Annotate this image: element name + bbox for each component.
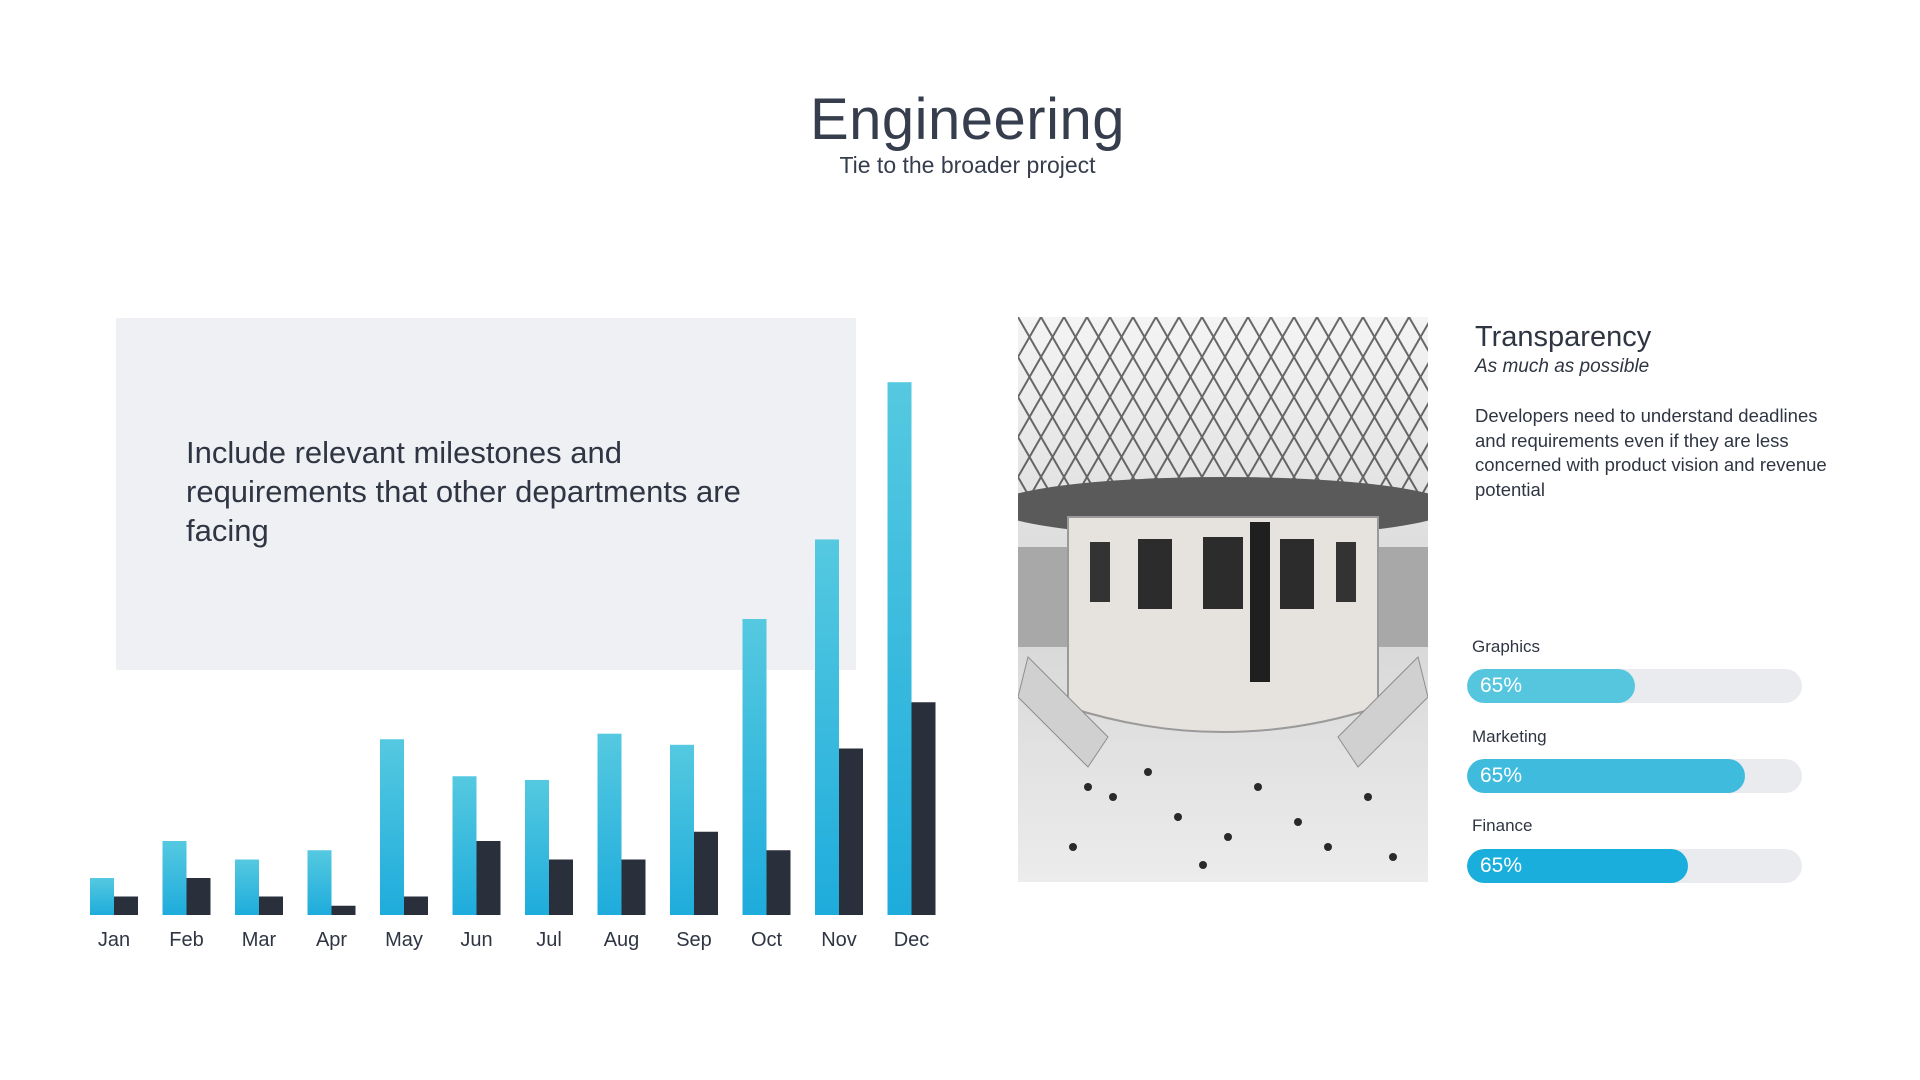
side-title: Transparency xyxy=(1475,321,1652,353)
library-atrium-photo-icon xyxy=(1018,317,1428,882)
monthly-bar-chart: Jan Feb Mar Apr May Jun Jul Aug Sep Oct Nov Dec xyxy=(90,382,936,951)
x-tick-mar: Mar xyxy=(242,929,277,951)
page-title: Engineering xyxy=(809,87,1126,152)
progress-label-marketing: Marketing xyxy=(1472,727,1547,746)
x-tick-feb: Feb xyxy=(169,929,203,951)
x-tick-aug: Aug xyxy=(604,929,640,951)
bar-primary-jul xyxy=(525,779,549,915)
x-tick-jan: Jan xyxy=(98,929,130,951)
x-tick-jul: Jul xyxy=(536,929,562,951)
bar-secondary-mar xyxy=(259,896,283,915)
bar-secondary-feb xyxy=(186,878,211,915)
x-tick-dec: Dec xyxy=(894,929,930,951)
progress-value-marketing: 65% xyxy=(1480,764,1523,787)
progress-fill-finance: 65% xyxy=(1467,849,1689,883)
atrium-photo xyxy=(1018,317,1428,882)
page-subtitle: Tie to the broader project xyxy=(839,152,1096,178)
callout-text: Include relevant milestones and requirem… xyxy=(186,435,741,548)
progress-label-finance: Finance xyxy=(1472,816,1533,835)
x-tick-jun: Jun xyxy=(460,929,492,951)
bar-secondary-sep xyxy=(694,831,718,915)
x-tick-oct: Oct xyxy=(751,929,783,951)
bar-secondary-jan xyxy=(114,896,138,915)
bar-primary-nov xyxy=(815,539,839,915)
bar-secondary-apr xyxy=(331,905,356,915)
x-tick-may: May xyxy=(385,929,423,951)
bar-secondary-nov xyxy=(839,748,863,915)
x-tick-nov: Nov xyxy=(821,929,857,951)
side-subtitle: As much as possible xyxy=(1475,356,1650,377)
progress-value-finance: 65% xyxy=(1480,854,1523,877)
callout-box xyxy=(116,318,856,670)
progress-label-graphics: Graphics xyxy=(1472,637,1541,656)
bar-secondary-oct xyxy=(766,850,791,915)
bar-secondary-dec xyxy=(911,702,936,915)
bar-secondary-jul xyxy=(549,859,573,915)
bar-primary-jan xyxy=(90,878,114,915)
progress-track-graphics: 65% xyxy=(1467,669,1802,703)
bar-primary-sep xyxy=(670,744,694,915)
bar-primary-aug xyxy=(597,733,622,915)
progress-track-finance: 65% xyxy=(1467,849,1802,883)
bar-primary-oct xyxy=(742,619,767,915)
progress-value-graphics: 65% xyxy=(1480,674,1523,697)
bar-primary-dec xyxy=(887,382,912,915)
bar-primary-feb xyxy=(162,841,187,915)
progress-fill-graphics: 65% xyxy=(1467,669,1635,703)
bar-secondary-may xyxy=(404,896,428,915)
progress-fill-marketing: 65% xyxy=(1467,759,1746,793)
bar-secondary-jun xyxy=(476,841,501,915)
bar-primary-mar xyxy=(235,859,259,915)
progress-track-marketing: 65% xyxy=(1467,759,1802,793)
bar-primary-may xyxy=(380,739,404,915)
x-tick-apr: Apr xyxy=(316,929,347,951)
bar-primary-jun xyxy=(452,776,477,915)
side-body: Developers need to understand deadlines … xyxy=(1475,405,1827,500)
x-tick-sep: Sep xyxy=(676,929,712,951)
bar-primary-apr xyxy=(307,850,332,915)
bar-secondary-aug xyxy=(621,859,646,915)
